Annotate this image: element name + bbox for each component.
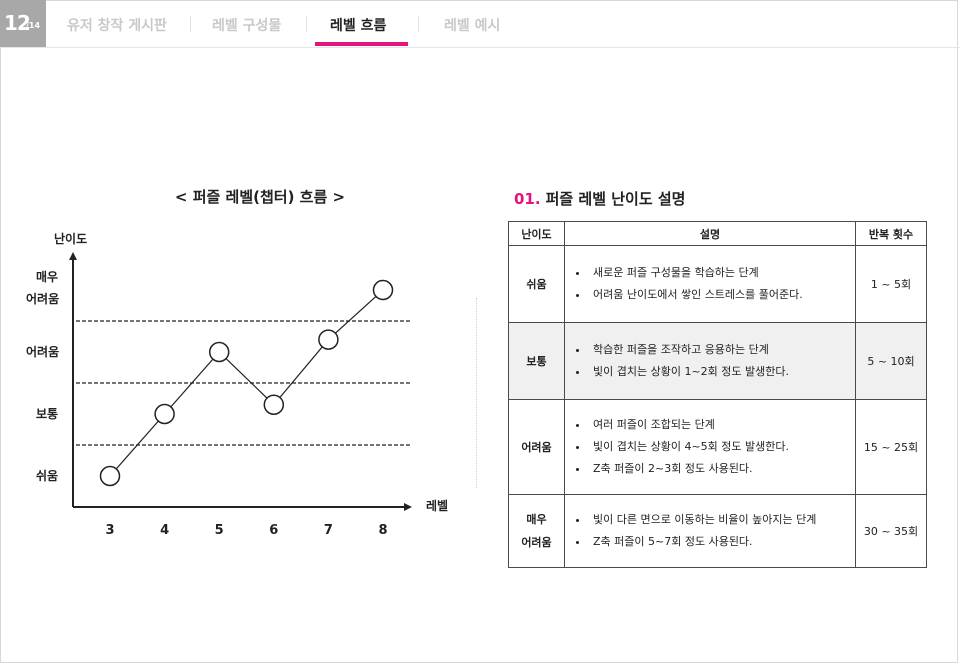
description-bullet: 새로운 퍼즐 구성물을 학습하는 단계 (589, 262, 855, 284)
difficulty-cell: 보통 (508, 322, 565, 400)
tab-divider (418, 16, 419, 32)
total-page-number: /14 (26, 21, 41, 30)
table-body: 쉬움 새로운 퍼즐 구성물을 학습하는 단계어려움 난이도에서 쌓인 스트레스를 … (508, 245, 927, 568)
description-cell: 빛이 다른 면으로 이동하는 비율이 높아지는 단계Z축 퍼즐이 5~7회 정도… (564, 494, 856, 568)
tab-divider (306, 16, 307, 32)
data-point-marker (372, 279, 394, 301)
x-tick-label: 4 (160, 523, 169, 538)
header-repeat-count: 반복 횟수 (855, 221, 927, 246)
x-tick-label: 8 (378, 523, 387, 538)
description-bullet: 빛이 겹치는 상황이 4~5회 정도 발생한다. (589, 436, 855, 458)
top-navigation: 12 /14 유저 창작 게시판 레벨 구성물 레벨 흐름 레벨 예시 (0, 0, 960, 48)
difficulty-label: 보통 (526, 354, 547, 368)
description-bullet: Z축 퍼즐이 2~3회 정도 사용된다. (589, 458, 855, 480)
difficulty-label: 어려움 (521, 440, 552, 454)
data-point-marker (318, 329, 339, 350)
difficulty-cell: 어려움 (508, 399, 565, 495)
header-difficulty: 난이도 (508, 221, 565, 246)
chart-title: < 퍼즐 레벨(챕터) 흐름 > (174, 188, 346, 206)
description-bullet: 여러 퍼즐이 조합되는 단계 (589, 414, 855, 436)
table-row: 쉬움 새로운 퍼즐 구성물을 학습하는 단계어려움 난이도에서 쌓인 스트레스를 … (508, 245, 927, 323)
difficulty-cell: 쉬움 (508, 245, 565, 323)
repeat-count-cell: 30 ~ 35회 (855, 494, 927, 568)
difficulty-series-line (109, 289, 384, 477)
y-axis-arrow-icon (69, 252, 77, 260)
description-cell: 새로운 퍼즐 구성물을 학습하는 단계어려움 난이도에서 쌓인 스트레스를 풀어… (564, 245, 856, 323)
tab-divider (190, 16, 191, 32)
x-tick-label: 5 (215, 523, 224, 538)
data-point-marker (208, 341, 230, 363)
y-tick-label: 어려움 (26, 291, 59, 306)
active-tab-indicator (315, 42, 408, 46)
description-bullet: 빛이 다른 면으로 이동하는 비율이 높아지는 단계 (589, 509, 855, 531)
x-tick-label: 6 (269, 523, 278, 538)
tab-level-examples[interactable]: 레벨 예시 (444, 18, 501, 34)
data-point-marker (263, 394, 285, 415)
y-axis-title: 난이도 (54, 231, 87, 246)
table-row: 어려움 여러 퍼즐이 조합되는 단계빛이 겹치는 상황이 4~5회 정도 발생한다… (508, 399, 927, 495)
description-bullet: 빛이 겹치는 상황이 1~2회 정도 발생한다. (589, 361, 855, 383)
section-divider (476, 298, 477, 488)
difficulty-label: 쉬움 (526, 277, 547, 291)
header-description: 설명 (564, 221, 856, 246)
y-tick-label: 보통 (36, 406, 58, 421)
y-tick-label: 매우 (36, 269, 58, 284)
x-axis-arrow-icon (404, 503, 412, 511)
data-point-marker (154, 403, 175, 425)
x-tick-label: 7 (324, 523, 333, 538)
repeat-count-cell: 5 ~ 10회 (855, 322, 927, 400)
description-cell: 학습한 퍼즐을 조작하고 응용하는 단계빛이 겹치는 상황이 1~2회 정도 발… (564, 322, 856, 400)
x-axis-title: 레벨 (426, 498, 448, 513)
section-title: 퍼즐 레벨 난이도 설명 (545, 190, 686, 208)
table-header-row: 난이도 설명 반복 횟수 (508, 221, 927, 246)
tab-level-components[interactable]: 레벨 구성물 (212, 18, 282, 34)
description-bullet: 학습한 퍼즐을 조작하고 응용하는 단계 (589, 339, 855, 361)
section-heading: 01. 퍼즐 레벨 난이도 설명 (514, 188, 685, 209)
section-number: 01. (514, 190, 541, 208)
x-tick-label: 3 (105, 523, 114, 538)
tab-level-flow[interactable]: 레벨 흐름 (330, 18, 387, 34)
page-indicator: 12 /14 (0, 0, 46, 47)
description-cell: 여러 퍼즐이 조합되는 단계빛이 겹치는 상황이 4~5회 정도 발생한다.Z축… (564, 399, 856, 495)
description-bullet: 어려움 난이도에서 쌓인 스트레스를 풀어준다. (589, 284, 855, 306)
y-tick-label: 쉬움 (36, 468, 58, 483)
repeat-count-cell: 1 ~ 5회 (855, 245, 927, 323)
difficulty-table: 난이도 설명 반복 횟수 쉬움새로운 퍼즐 구성물을 학습하는 단계어려움 난이… (508, 221, 927, 568)
difficulty-label: 어려움 (521, 536, 552, 549)
y-tick-label: 어려움 (26, 344, 59, 359)
description-bullet: Z축 퍼즐이 5~7회 정도 사용된다. (589, 531, 855, 553)
repeat-count-cell: 15 ~ 25회 (855, 399, 927, 495)
difficulty-label: 매우 (526, 513, 547, 526)
data-point-marker (99, 465, 121, 487)
tab-user-creation-board[interactable]: 유저 창작 게시판 (67, 18, 167, 34)
table-row: 보통 학습한 퍼즐을 조작하고 응용하는 단계빛이 겹치는 상황이 1~2회 정도… (508, 322, 927, 400)
current-page-number: 12 (4, 11, 31, 35)
